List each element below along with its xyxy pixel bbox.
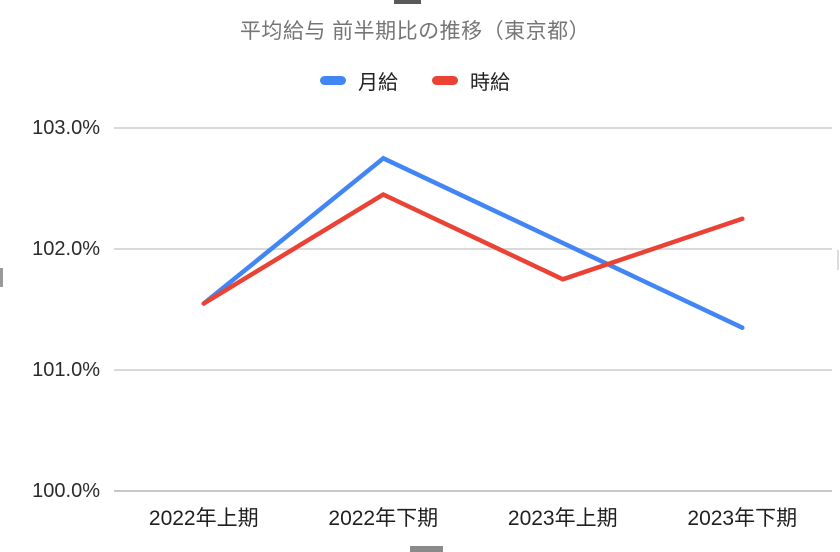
- chart-title: 平均給与 前半期比の推移（東京都）: [239, 20, 591, 43]
- y-axis-tick-label: 103.0%: [32, 117, 100, 139]
- x-axis-category-label: 2022年下期: [328, 507, 439, 530]
- y-axis-tick-label: 100.0%: [32, 480, 100, 502]
- x-axis-category-label: 2022年上期: [148, 507, 259, 530]
- series-line-1[interactable]: [201, 191, 745, 306]
- crop-artifact-left-handle: [0, 268, 3, 287]
- chart-legend: 月給 時給: [0, 66, 830, 95]
- crop-artifact-top-handle: [394, 0, 421, 4]
- y-axis-tick-label: 101.0%: [32, 359, 100, 381]
- crop-artifact-bottom-handle: [410, 546, 443, 552]
- x-axis-category-label: 2023年上期: [507, 507, 618, 530]
- legend-swatch-monthly-salary: [320, 76, 346, 85]
- x-axis-category-label: 2023年下期: [687, 507, 798, 530]
- legend-swatch-hourly-wage: [432, 76, 458, 85]
- legend-item-hourly-wage[interactable]: 時給: [432, 66, 510, 95]
- series-line-0[interactable]: [201, 155, 745, 330]
- legend-item-monthly-salary[interactable]: 月給: [320, 66, 398, 95]
- legend-label-hourly-wage: 時給: [470, 72, 510, 94]
- legend-label-monthly-salary: 月給: [358, 72, 398, 94]
- y-axis-tick-label: 102.0%: [32, 238, 100, 260]
- crop-artifact-right-handle: [837, 250, 839, 270]
